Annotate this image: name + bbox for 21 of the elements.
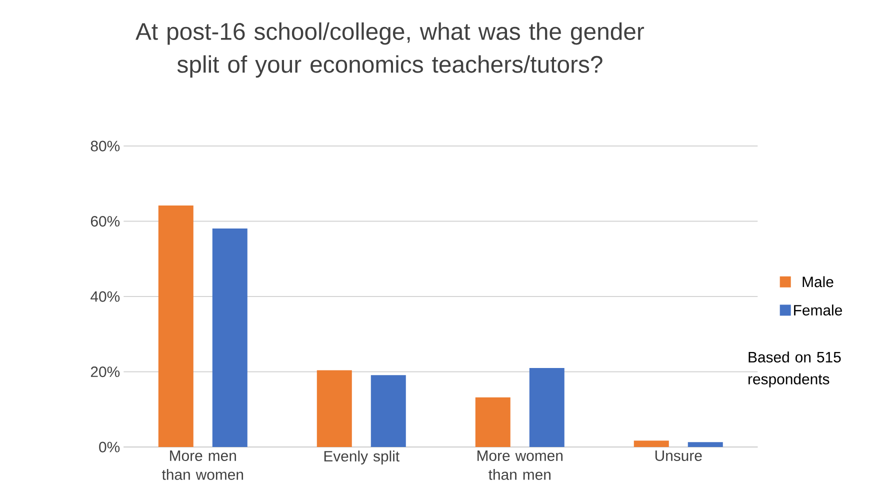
y-tick-label: 0% — [99, 442, 120, 452]
y-tick-label: 80% — [90, 140, 120, 152]
x-tick-label: More women than men — [478, 450, 563, 480]
bar — [688, 442, 723, 447]
bar — [370, 375, 406, 447]
bar — [634, 440, 669, 447]
y-tick-label: 20% — [90, 366, 120, 377]
bar — [529, 368, 564, 447]
bar — [316, 370, 352, 447]
annotation: Based on 515 respondents — [748, 351, 841, 388]
y-tick-label: 40% — [90, 291, 120, 302]
bar — [475, 397, 510, 447]
x-tick-label: Evenly split — [324, 450, 400, 464]
x-tick-label: Unsure — [655, 450, 702, 461]
legend-label: Female — [794, 304, 842, 316]
chart-title: At post-16 school/college, what was the gender split of your economics teachers/tutors? — [136, 22, 644, 78]
y-tick-label: 60% — [90, 216, 120, 226]
legend-label: Male — [802, 276, 834, 288]
x-tick-label: More men than women — [162, 450, 244, 480]
bar — [212, 228, 248, 447]
bar — [158, 205, 194, 447]
